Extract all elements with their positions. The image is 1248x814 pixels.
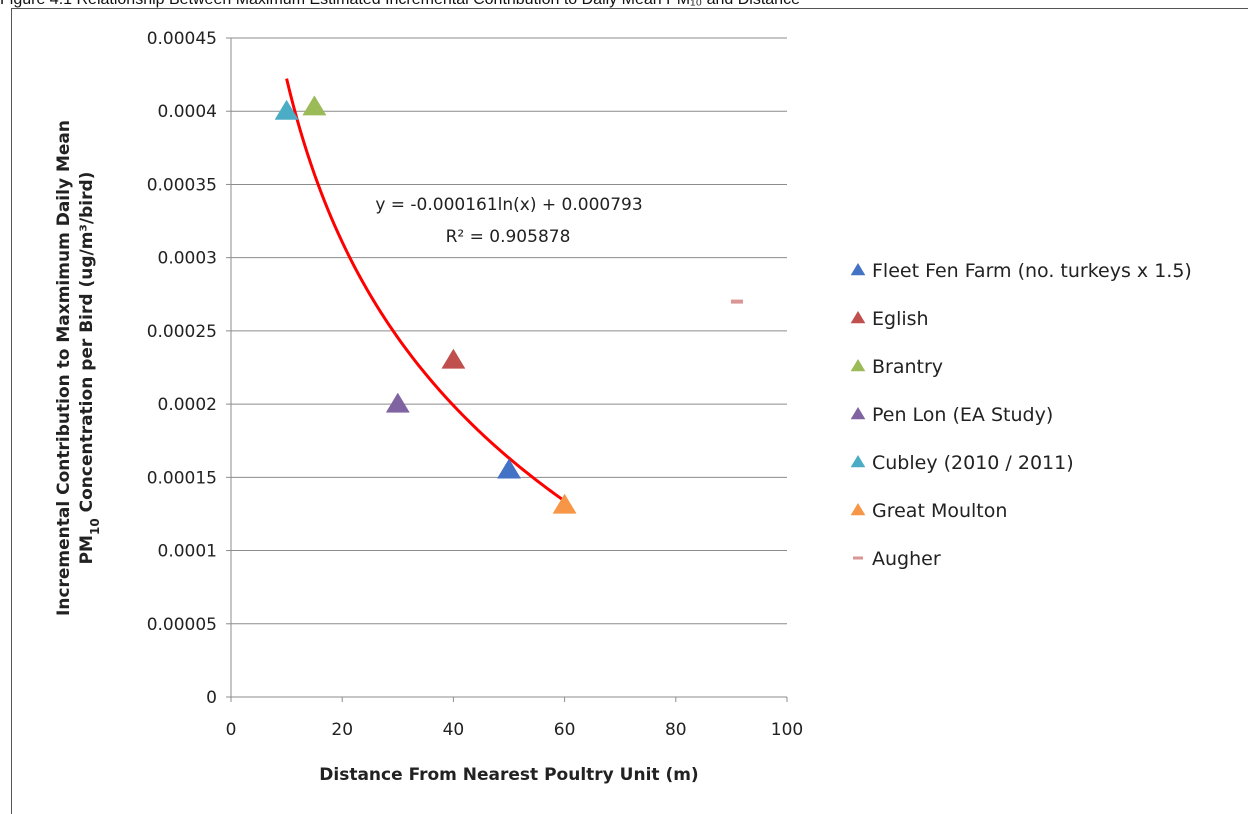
- y-tick-label: 0.00005: [147, 615, 217, 635]
- legend-label: Eglish: [872, 308, 929, 330]
- data-point-triangle: [302, 95, 327, 116]
- x-tick-label: 20: [331, 720, 353, 740]
- legend-marker-triangle: [850, 359, 866, 372]
- legend-item: Great Moulton: [850, 500, 1007, 522]
- legend-marker-triangle: [850, 263, 866, 276]
- figure-caption: Figure 4.1 Relationship Between Maximum …: [0, 0, 1248, 15]
- y-tick-label: 0.0002: [158, 395, 217, 415]
- x-tick-label: 40: [443, 720, 465, 740]
- data-points: [274, 95, 743, 514]
- y-tick-label: 0: [206, 688, 217, 708]
- trendline-equation: y = -0.000161ln(x) + 0.000793: [375, 195, 642, 215]
- legend-label: Pen Lon (EA Study): [872, 404, 1053, 426]
- legend-marker-dash: [853, 556, 863, 560]
- y-axis-label-line1: Incremental Contribution to Maxmimum Dai…: [54, 120, 74, 616]
- y-tick-label: 0.00035: [147, 175, 217, 195]
- y-tick-label: 0.00045: [147, 29, 217, 49]
- legend-item: Fleet Fen Farm (no. turkeys x 1.5): [850, 260, 1192, 282]
- legend-label: Brantry: [872, 356, 943, 378]
- x-tick-label: 80: [665, 720, 687, 740]
- legend-label: Augher: [872, 548, 941, 570]
- x-tick-label: 0: [226, 720, 237, 740]
- legend-label: Great Moulton: [872, 500, 1007, 522]
- data-point-triangle: [441, 348, 466, 369]
- legend: Fleet Fen Farm (no. turkeys x 1.5) Eglish…: [850, 260, 1192, 570]
- y-tick-labels: 0 0.00005 0.0001 0.00015 0.0002 0.00025 0.0003…: [147, 29, 217, 708]
- y-axis-label-line2: PM10 Concentration per Bird (ug/m³/bird): [77, 172, 102, 565]
- legend-item: Pen Lon (EA Study): [850, 404, 1053, 426]
- y-tick-label: 0.00015: [147, 468, 217, 488]
- y-tick-label: 0.0003: [158, 249, 217, 269]
- legend-marker-triangle: [850, 455, 866, 468]
- axes: [226, 37, 788, 702]
- x-tick-label: 100: [771, 720, 803, 740]
- gridlines: [231, 37, 787, 625]
- data-point-triangle: [497, 458, 521, 479]
- legend-item: Augher: [853, 548, 941, 570]
- legend-item: Eglish: [850, 308, 929, 330]
- y-tick-label: 0.00025: [147, 322, 217, 342]
- legend-marker-triangle: [850, 503, 866, 516]
- x-axis-label: Distance From Nearest Poultry Unit (m): [319, 765, 698, 785]
- y-tick-label: 0.0001: [158, 542, 217, 562]
- x-tick-labels: 0 20 40 60 80 100: [226, 720, 804, 740]
- y-axis-label: Incremental Contribution to Maxmimum Dai…: [54, 120, 102, 616]
- legend-marker-triangle: [850, 407, 866, 420]
- trendline-curve: [285, 78, 566, 503]
- data-point-dash: [730, 299, 743, 304]
- frame-top-border: [11, 8, 1248, 9]
- legend-marker-triangle: [850, 311, 866, 324]
- trendline-r-squared: R² = 0.905878: [446, 227, 571, 247]
- trendline-layer: [285, 78, 566, 503]
- data-point-triangle: [385, 392, 410, 413]
- legend-label: Fleet Fen Farm (no. turkeys x 1.5): [872, 260, 1192, 282]
- legend-item: Cubley (2010 / 2011): [850, 452, 1074, 474]
- legend-label: Cubley (2010 / 2011): [872, 452, 1074, 474]
- frame-left-border: [11, 8, 12, 814]
- legend-item: Brantry: [850, 356, 943, 378]
- data-point-triangle: [274, 99, 299, 120]
- x-tick-label: 60: [554, 720, 576, 740]
- data-point-triangle: [552, 493, 577, 514]
- y-tick-label: 0.0004: [158, 102, 217, 122]
